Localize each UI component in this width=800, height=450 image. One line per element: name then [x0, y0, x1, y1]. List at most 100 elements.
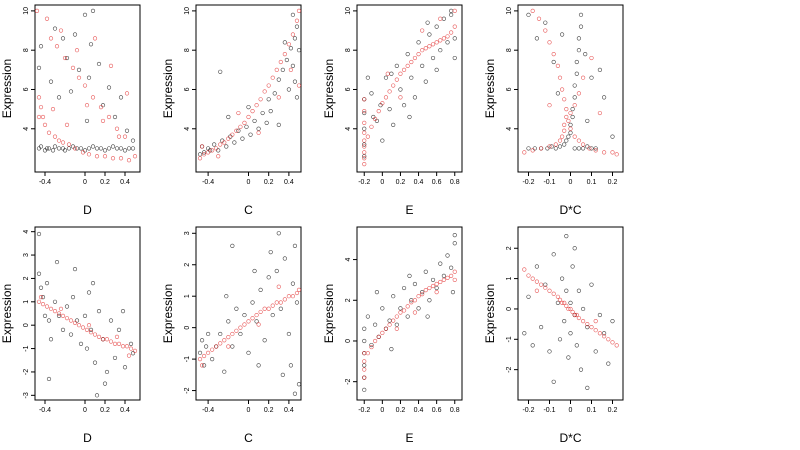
data-point: [452, 269, 457, 274]
data-point: [568, 331, 573, 336]
data-point: [570, 264, 575, 269]
data-point: [86, 146, 92, 151]
data-point: [362, 130, 367, 135]
x-tick-label: 0.2: [608, 179, 618, 186]
data-point: [434, 290, 439, 295]
y-tick-label: -2: [345, 378, 352, 384]
y-tick-label: 2: [23, 276, 30, 280]
data-point: [557, 138, 563, 143]
data-point: [547, 144, 552, 149]
y-tick-label: 4: [345, 127, 352, 131]
data-point: [64, 122, 70, 127]
data-point: [543, 20, 548, 25]
data-point: [562, 300, 567, 305]
data-point: [90, 144, 96, 149]
data-point: [256, 126, 261, 131]
data-point: [232, 140, 237, 145]
data-point: [106, 114, 112, 120]
data-point: [441, 36, 446, 41]
x-tick-label: -0.2: [522, 407, 534, 414]
data-point: [373, 322, 378, 327]
data-point: [387, 318, 392, 323]
data-point: [76, 323, 82, 328]
data-point: [60, 327, 66, 332]
data-point: [568, 122, 573, 127]
data-point: [362, 126, 367, 131]
data-point: [44, 281, 50, 286]
data-point: [201, 363, 207, 368]
data-point: [100, 337, 106, 342]
data-point: [274, 268, 279, 274]
data-point: [256, 322, 261, 327]
data-point: [46, 146, 52, 151]
data-point: [252, 268, 257, 274]
x-tick-label: -0.4: [39, 179, 51, 186]
scatter-panel: -0.2 -0.1 0 0.1 0.2 -2 -1 0 1 2 D*C Expression: [483, 226, 624, 445]
data-point: [244, 124, 249, 129]
data-point: [376, 334, 381, 340]
data-point: [270, 312, 275, 318]
data-point: [52, 144, 58, 149]
point-series: [522, 234, 615, 390]
x-axis-title: D: [83, 203, 92, 217]
data-point: [452, 36, 457, 41]
data-point: [199, 338, 205, 343]
point-series: [197, 284, 302, 368]
data-point: [412, 281, 418, 287]
data-point: [90, 8, 96, 13]
data-point: [102, 148, 108, 153]
data-point: [126, 146, 132, 151]
data-point: [551, 52, 556, 57]
data-point: [409, 59, 414, 65]
data-point: [206, 350, 211, 355]
data-point: [580, 306, 586, 312]
data-point: [574, 59, 579, 65]
data-point: [112, 341, 118, 346]
data-point: [549, 144, 554, 149]
data-point: [230, 331, 235, 337]
y-tick-label: 4: [184, 127, 191, 131]
data-point: [48, 306, 54, 311]
data-point: [238, 325, 243, 330]
data-point: [568, 130, 573, 135]
data-point: [226, 114, 231, 120]
data-point: [250, 108, 255, 114]
y-tick-label: 6: [184, 87, 191, 91]
data-point: [296, 287, 302, 293]
x-tick-label: 0: [569, 179, 573, 186]
data-point: [380, 138, 385, 143]
data-point: [86, 152, 92, 157]
data-point: [210, 347, 215, 352]
data-point: [197, 152, 203, 157]
data-point: [362, 156, 367, 161]
data-point: [296, 48, 302, 53]
data-point: [46, 376, 52, 382]
y-tick-label: 4: [506, 127, 513, 131]
y-tick-label: 6: [23, 87, 30, 91]
data-point: [362, 338, 367, 344]
x-axis-title: D: [83, 431, 92, 445]
data-point: [452, 55, 457, 61]
data-point: [56, 311, 62, 316]
data-point: [104, 369, 110, 375]
data-point: [256, 130, 261, 135]
data-point: [84, 346, 90, 351]
data-point: [543, 285, 548, 290]
data-point: [593, 148, 598, 153]
data-point: [68, 318, 74, 323]
data-point: [122, 134, 128, 139]
data-point: [46, 130, 52, 135]
data-point: [450, 290, 456, 295]
data-point: [526, 12, 531, 17]
data-point: [572, 146, 577, 151]
data-point: [434, 67, 439, 72]
x-tick-label: -0.1: [543, 179, 555, 186]
y-tick-label: 1: [23, 300, 30, 304]
data-point: [441, 16, 446, 21]
data-point: [214, 146, 219, 151]
data-point: [572, 83, 577, 88]
y-tick-label: 3: [23, 253, 30, 257]
data-point: [449, 273, 454, 278]
point-series: [197, 231, 302, 396]
data-point: [70, 65, 76, 70]
